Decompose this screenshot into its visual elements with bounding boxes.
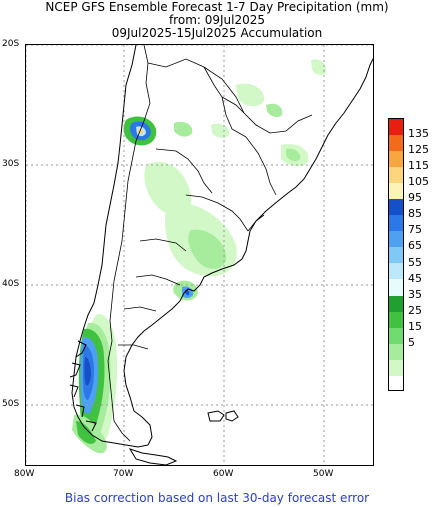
legend-label: 65 [408, 239, 422, 253]
legend-label: 105 [408, 175, 429, 189]
legend-swatch [389, 183, 403, 200]
lat-label-40s: 40S [2, 279, 20, 289]
legend-swatch [389, 151, 403, 168]
map-canvas [26, 45, 373, 465]
legend-label: 125 [408, 143, 429, 157]
country-borders [107, 45, 313, 442]
forecast-from-date: from: 09Jul2025 [168, 13, 266, 27]
legend-label: 75 [408, 223, 422, 237]
lat-label-20s: 20S [2, 39, 20, 49]
lon-label-80w: 80W [14, 469, 35, 479]
legend-label: 115 [408, 159, 429, 173]
legend-label: 15 [408, 319, 422, 333]
legend-swatch [389, 343, 403, 360]
legend-swatch [389, 327, 403, 344]
legend-swatch [389, 263, 403, 280]
legend-label: 5 [408, 335, 415, 349]
legend-swatch [389, 119, 403, 136]
legend-swatch [389, 199, 403, 216]
legend-swatch [389, 167, 403, 184]
legend-swatch [389, 359, 403, 376]
legend-label: 25 [408, 303, 422, 317]
precipitation-color-scale [388, 118, 404, 391]
legend-label: 85 [408, 207, 422, 221]
legend-swatch [389, 231, 403, 248]
coastlines [69, 45, 373, 465]
legend-swatch [389, 279, 403, 296]
legend-swatch [389, 375, 403, 390]
precipitation-shading [72, 59, 327, 454]
lon-label-70w: 70W [113, 469, 134, 479]
legend-label: 95 [408, 191, 422, 205]
legend-swatch [389, 135, 403, 152]
precipitation-map [25, 44, 374, 466]
lat-label-30s: 30S [2, 159, 20, 169]
map-title: NCEP GFS Ensemble Forecast 1-7 Day Preci… [45, 0, 389, 14]
legend-swatch [389, 215, 403, 232]
legend-swatch [389, 311, 403, 328]
bias-correction-note: Bias correction based on last 30-day for… [64, 491, 370, 505]
lon-label-50w: 50W [313, 469, 334, 479]
lon-label-60w: 60W [213, 469, 234, 479]
legend-label: 55 [408, 255, 422, 269]
lat-lon-grid [26, 45, 373, 465]
lat-label-50s: 50S [2, 399, 20, 409]
legend-label: 45 [408, 271, 422, 285]
legend-label: 35 [408, 287, 422, 301]
legend-swatch [389, 295, 403, 312]
accumulation-period: 09Jul2025-15Jul2025 Accumulation [111, 26, 323, 40]
legend-label: 135 [408, 127, 429, 141]
legend-swatch [389, 247, 403, 264]
